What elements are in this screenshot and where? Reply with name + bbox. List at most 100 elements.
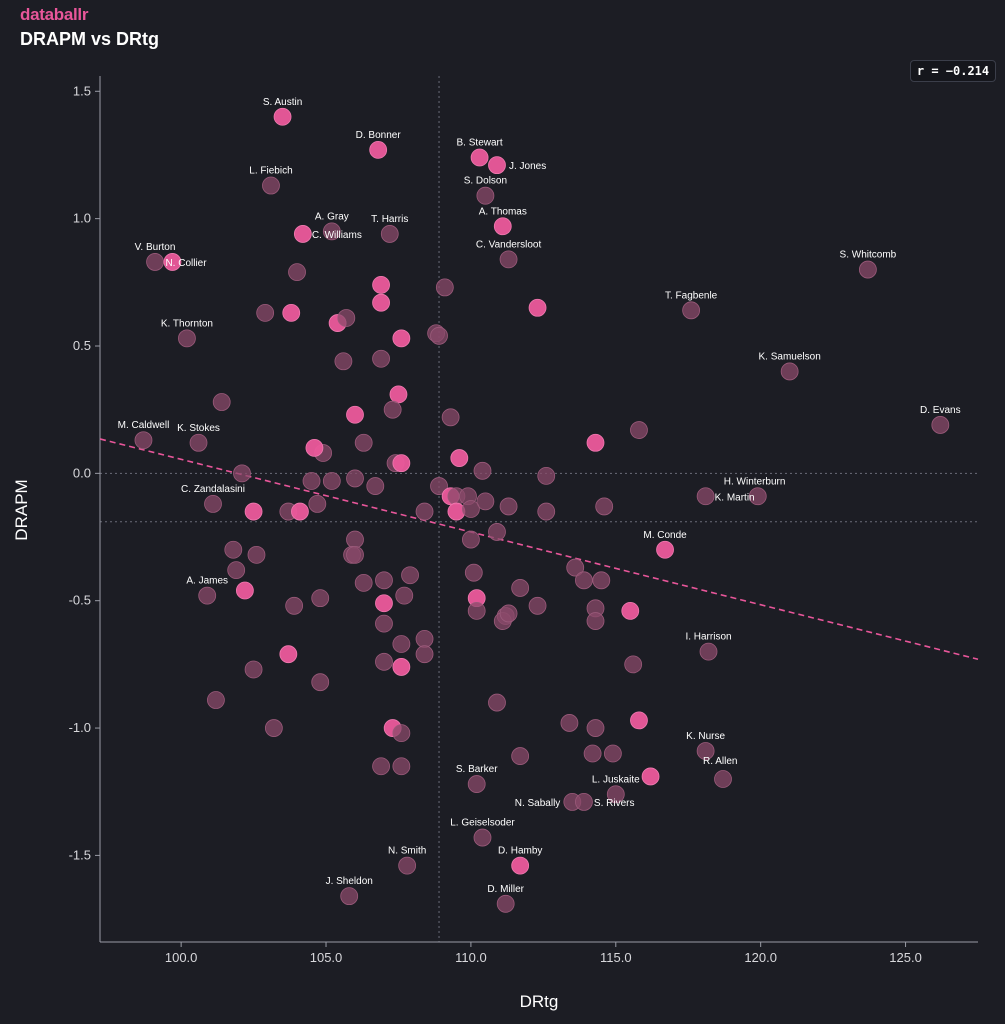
- data-point: [656, 540, 674, 559]
- data-point: [415, 630, 434, 648]
- data-point: [493, 217, 512, 236]
- data-point: [447, 502, 466, 521]
- data-point: [244, 660, 263, 679]
- data-point: [375, 594, 393, 613]
- point-label: T. Harris: [371, 214, 408, 225]
- y-tick-label: 0.0: [73, 465, 91, 480]
- data-point: [595, 497, 614, 516]
- data-point: [311, 589, 330, 608]
- data-point: [415, 502, 434, 521]
- data-point: [464, 563, 483, 582]
- x-tick-label: 115.0: [600, 950, 632, 965]
- point-label: H. Winterburn: [724, 476, 786, 487]
- data-point: [603, 744, 622, 763]
- data-point: [288, 263, 306, 282]
- data-point: [392, 454, 411, 473]
- data-point: [163, 253, 182, 271]
- x-tick-label: 120.0: [744, 950, 777, 965]
- y-tick-label: -0.5: [69, 593, 91, 608]
- data-point: [273, 107, 292, 126]
- data-point: [780, 362, 799, 381]
- data-point: [285, 596, 304, 615]
- data-point: [189, 433, 208, 452]
- data-point: [511, 856, 530, 875]
- point-label: T. Fagbenle: [665, 290, 718, 301]
- data-point: [366, 477, 385, 495]
- data-point: [488, 693, 506, 712]
- data-point: [858, 260, 877, 279]
- data-point: [134, 431, 153, 450]
- point-label: K. Stokes: [177, 423, 220, 434]
- data-point: [566, 558, 585, 577]
- x-tick-label: 100.0: [165, 950, 198, 965]
- data-point: [630, 711, 648, 730]
- data-point: [748, 487, 767, 506]
- point-label: S. Rivers: [594, 798, 635, 809]
- data-point: [235, 581, 254, 600]
- data-point: [322, 222, 341, 241]
- point-label: J. Jones: [509, 161, 546, 172]
- point-label: N. Sabally: [515, 798, 561, 809]
- data-point: [340, 887, 359, 906]
- point-label: R. Allen: [703, 756, 737, 767]
- points-layer: [134, 107, 950, 913]
- point-label: K. Nurse: [686, 731, 725, 742]
- data-point: [450, 449, 469, 467]
- data-point: [372, 293, 390, 312]
- point-label: C. Williams: [312, 230, 362, 241]
- point-label: S. Whitcomb: [840, 250, 897, 261]
- data-point: [488, 156, 506, 175]
- data-point: [499, 604, 518, 623]
- data-point: [198, 586, 217, 605]
- point-label: A. Gray: [315, 211, 349, 222]
- y-axis-label: DRAPM: [12, 479, 31, 540]
- data-point: [375, 571, 393, 590]
- data-point: [383, 400, 402, 419]
- point-label: L. Geiselsoder: [450, 818, 515, 829]
- data-point: [586, 612, 605, 630]
- point-label: K. Samuelson: [759, 351, 821, 362]
- x-tick-label: 105.0: [310, 950, 343, 965]
- data-point: [441, 408, 460, 427]
- data-point: [305, 438, 324, 457]
- point-label: K. Thornton: [161, 318, 213, 329]
- y-tick-label: -1.0: [69, 720, 91, 735]
- x-tick-label: 110.0: [455, 950, 487, 965]
- point-label: L. Juskaite: [592, 774, 640, 785]
- point-label: A. James: [186, 576, 228, 587]
- data-point: [308, 495, 327, 513]
- data-point: [537, 502, 556, 521]
- data-point: [337, 309, 356, 327]
- data-point: [496, 894, 515, 913]
- point-label: N. Collier: [165, 258, 207, 269]
- point-label: B. Stewart: [457, 138, 503, 149]
- data-point: [467, 601, 486, 620]
- data-point: [354, 573, 373, 592]
- point-label: D. Bonner: [356, 130, 402, 141]
- data-point: [212, 393, 231, 411]
- data-point: [262, 176, 280, 195]
- data-point: [372, 275, 390, 294]
- data-point: [282, 303, 301, 322]
- chart-title: DRAPM vs DRtg: [20, 29, 160, 49]
- data-point: [334, 352, 353, 371]
- data-point: [606, 785, 625, 804]
- point-label: M. Caldwell: [118, 420, 170, 431]
- data-point: [586, 433, 605, 452]
- data-point: [392, 724, 411, 743]
- data-point: [511, 747, 530, 765]
- data-point: [682, 301, 701, 320]
- data-point: [714, 770, 732, 788]
- data-point: [279, 645, 298, 664]
- data-point: [586, 719, 605, 737]
- point-label: D. Hamby: [498, 846, 542, 857]
- data-point: [204, 495, 222, 513]
- data-point: [346, 545, 364, 564]
- data-point: [696, 487, 715, 506]
- point-label: D. Evans: [920, 405, 961, 416]
- data-point: [392, 658, 411, 676]
- data-point: [375, 652, 393, 671]
- data-point: [392, 757, 411, 776]
- data-point: [398, 856, 417, 875]
- point-label: S. Dolson: [464, 176, 507, 187]
